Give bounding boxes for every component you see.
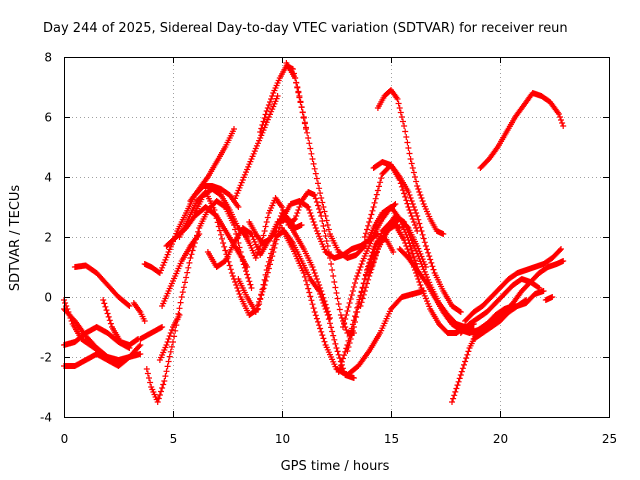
series-points (257, 63, 309, 135)
series-points (370, 159, 464, 315)
series-arc-32 (370, 159, 464, 315)
series-points (231, 93, 281, 204)
series-arc-37 (457, 276, 543, 336)
x-axis-label: GPS time / hours (281, 459, 390, 474)
x-tick-label: 10 (275, 432, 290, 446)
series-points (374, 87, 447, 237)
y-tick-label: -4 (40, 411, 52, 425)
series-points (71, 262, 133, 309)
series-points (156, 312, 183, 363)
series-arc-15 (187, 126, 237, 204)
series-arc-12 (159, 231, 203, 309)
series-points (457, 276, 543, 336)
series-arc-5 (71, 262, 133, 309)
x-tick-label: 5 (170, 432, 178, 446)
series-arc-7 (130, 300, 148, 324)
series-arc-22 (257, 63, 309, 135)
chart-title: Day 244 of 2025, Sidereal Day-to-day VTE… (43, 21, 568, 36)
x-tick-label: 25 (602, 432, 617, 446)
series-arc-33 (374, 87, 447, 237)
series-arc-41 (542, 294, 556, 303)
series-arc-40 (477, 90, 567, 171)
series-arc-6 (100, 297, 142, 348)
series-points (470, 297, 530, 342)
series-points (462, 246, 564, 324)
y-tick-label: -2 (40, 351, 52, 365)
x-tick-label: 15 (384, 432, 399, 446)
series-points (100, 297, 142, 348)
series-arc-24 (283, 60, 421, 270)
series-arc-26 (340, 201, 399, 330)
series-arc-38 (462, 246, 564, 324)
series-points (370, 216, 429, 270)
data-marks (61, 60, 567, 405)
series-arc-10 (156, 312, 183, 363)
series-points (246, 210, 305, 246)
series-points (283, 60, 421, 270)
series-arc-21 (246, 210, 305, 246)
series-points (159, 231, 203, 309)
series-points (340, 201, 399, 330)
y-tick-label: 2 (44, 231, 52, 245)
series-arc-23 (279, 225, 427, 378)
x-tick-label: 20 (493, 432, 508, 446)
y-tick-label: 0 (44, 291, 52, 305)
y-tick-label: 4 (44, 171, 52, 185)
y-tick-label: 6 (44, 111, 52, 125)
series-points (477, 90, 567, 171)
series-points (137, 324, 166, 342)
series-arc-8 (137, 324, 166, 342)
series-points (279, 225, 427, 378)
axis-ticks: 0 5 10 15 20 25 -4 -2 0 2 4 6 8 (40, 51, 617, 447)
y-axis-label: SDTVAR / TECUs (8, 185, 23, 292)
series-arc-39 (470, 297, 530, 342)
series-points (542, 294, 556, 303)
series-arc-18 (231, 93, 281, 204)
series-arc-31 (370, 216, 429, 270)
series-points (187, 126, 237, 204)
y-tick-label: 8 (44, 51, 52, 65)
series-points (130, 300, 148, 324)
x-tick-label: 0 (61, 432, 69, 446)
grid (64, 57, 609, 417)
